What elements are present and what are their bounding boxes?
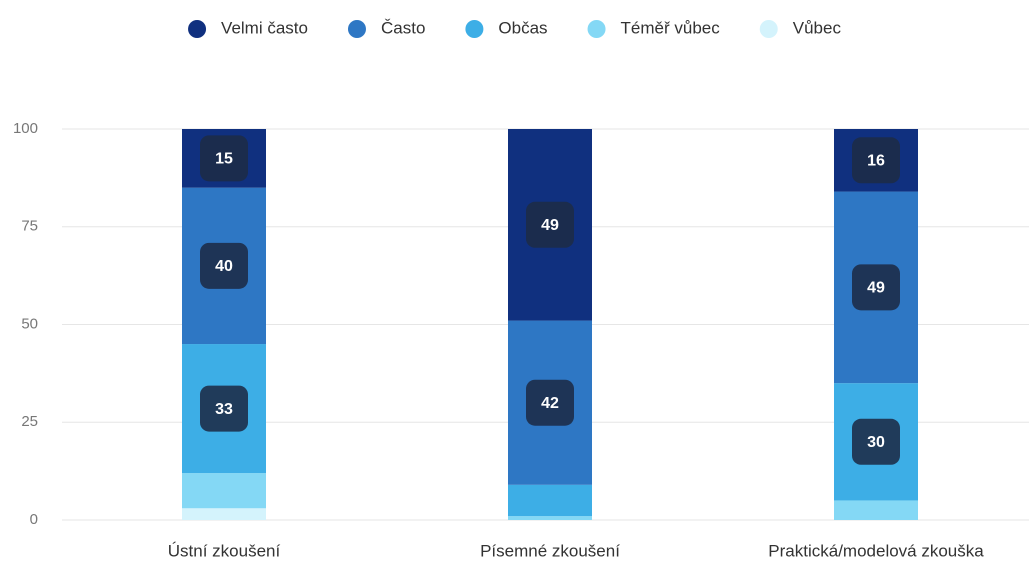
data-label-box — [200, 385, 248, 432]
y-tick-label: 75 — [21, 218, 38, 235]
data-label-box — [852, 264, 900, 311]
bar-segment — [182, 473, 266, 509]
bar-segment — [834, 500, 918, 520]
bar-segment — [508, 484, 592, 517]
legend-marker — [188, 20, 207, 38]
legend-label: Často — [381, 18, 425, 37]
data-label-box — [526, 201, 574, 248]
y-tick-label: 50 — [21, 315, 38, 332]
data-label-box — [852, 137, 900, 184]
legend-marker — [347, 20, 366, 38]
x-tick-label: Písemné zkoušení — [480, 541, 620, 560]
data-label: 16 — [867, 152, 885, 169]
data-label: 42 — [541, 395, 559, 412]
data-label: 49 — [541, 217, 559, 234]
bar-segment — [508, 516, 592, 520]
data-label: 15 — [215, 151, 233, 168]
data-label-box — [526, 379, 574, 426]
legend-marker — [759, 20, 778, 38]
data-label-box — [852, 418, 900, 465]
legend-label: Velmi často — [221, 18, 308, 37]
legend-label: Téměř vůbec — [621, 18, 721, 37]
y-tick-label: 25 — [21, 413, 38, 430]
data-label: 30 — [867, 434, 885, 451]
x-tick-label: Praktická/modelová zkouška — [768, 541, 984, 560]
legend-label: Občas — [498, 18, 547, 37]
legend-label: Vůbec — [793, 18, 842, 37]
y-tick-label: 100 — [13, 120, 38, 137]
legend-marker — [587, 20, 606, 38]
data-label: 33 — [215, 401, 233, 418]
x-tick-label: Ústní zkoušení — [168, 541, 281, 560]
data-label-box — [200, 242, 248, 289]
data-label-box — [200, 135, 248, 182]
data-label: 40 — [215, 258, 233, 275]
bar-segment — [182, 508, 266, 520]
y-tick-label: 0 — [30, 511, 38, 528]
legend-marker — [465, 20, 484, 38]
data-label: 49 — [867, 280, 885, 297]
